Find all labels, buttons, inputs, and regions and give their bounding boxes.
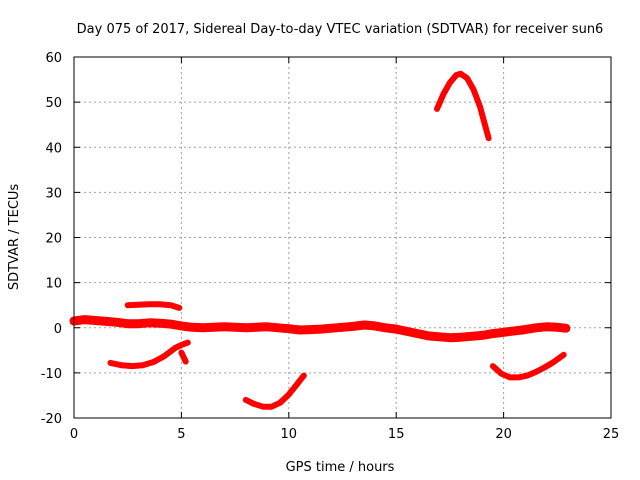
series-high-arc — [434, 70, 492, 142]
axis-ticks: 0 5 10 15 20 25 -20 -10 0 10 20 30 40 50 60 — [41, 51, 620, 442]
y-tick-label: 10 — [45, 277, 62, 292]
series-lower-left-arc — [107, 339, 191, 370]
y-tick-label: 50 — [45, 96, 62, 111]
y-tick-label: 60 — [45, 51, 62, 66]
x-tick-label: 20 — [495, 427, 512, 442]
x-axis-label: GPS time / hours — [286, 460, 395, 475]
y-tick-label: -10 — [41, 367, 62, 382]
series-short-drop — [178, 349, 189, 365]
y-tick-label: 20 — [45, 232, 62, 247]
y-tick-label: 40 — [45, 141, 62, 156]
series-lower-right-arc — [489, 351, 567, 381]
chart-title: Day 075 of 2017, Sidereal Day-to-day VTE… — [77, 22, 604, 37]
series-middle-dip — [242, 372, 307, 410]
series-main-track — [69, 315, 571, 343]
x-tick-label: 0 — [70, 427, 78, 442]
x-tick-label: 10 — [281, 427, 298, 442]
y-axis-label: SDTVAR / TECUs — [7, 184, 22, 291]
y-tick-label: -20 — [41, 412, 62, 427]
x-tick-label: 25 — [603, 427, 620, 442]
y-tick-label: 30 — [45, 186, 62, 201]
data-series — [69, 70, 571, 410]
x-tick-label: 5 — [177, 427, 185, 442]
y-tick-label: 0 — [54, 322, 62, 337]
x-tick-label: 15 — [388, 427, 405, 442]
series-upper-segment — [124, 301, 183, 311]
